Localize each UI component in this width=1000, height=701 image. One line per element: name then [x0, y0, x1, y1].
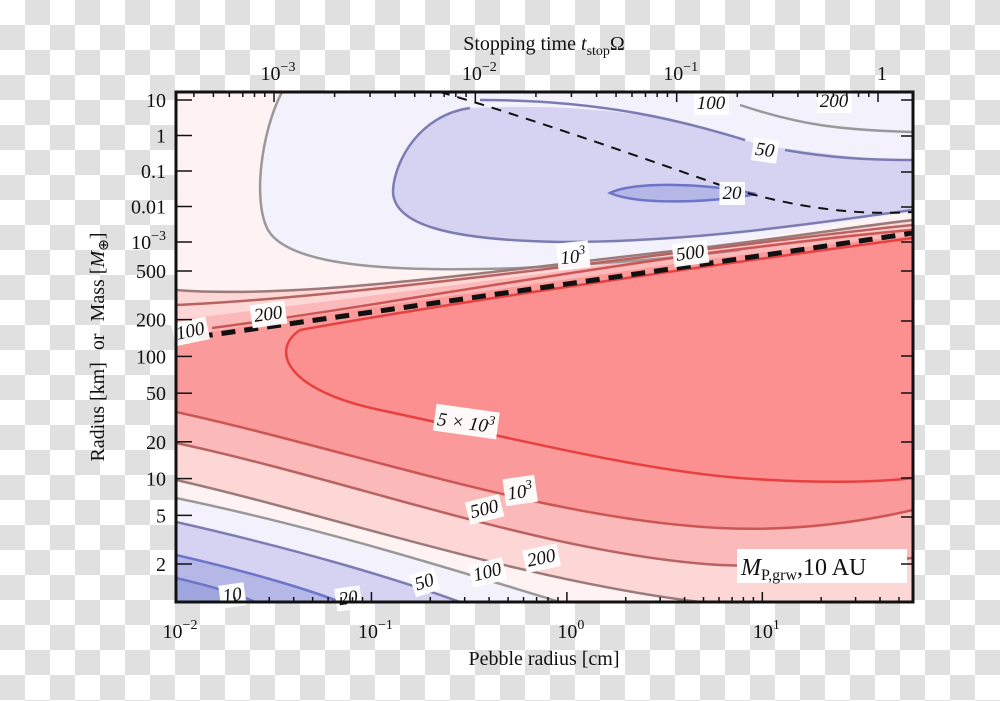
contour-label-text: 20	[723, 183, 743, 204]
contour-label-10: 10	[218, 582, 247, 609]
top-tick-label: 10−3	[261, 60, 296, 85]
contour-line-1000-upper	[211, 228, 913, 330]
radius-tick-label: 20	[146, 432, 166, 454]
contour-label-500: 500	[671, 239, 710, 268]
radius-tick-label: 500	[136, 261, 166, 283]
contour-line-50-lower	[176, 520, 461, 602]
top-tick-label: 10−1	[663, 60, 698, 85]
top-tick-label: 1	[877, 63, 887, 85]
x-tick-label: 10−1	[358, 618, 393, 643]
contour-line-5000-top	[299, 236, 913, 332]
contour-label-200: 200	[522, 543, 562, 574]
contour-fills	[176, 92, 913, 602]
dashed-line-thick	[176, 230, 913, 343]
mass-tick-label: 1	[156, 126, 166, 148]
contour-label-50: 50	[409, 567, 441, 598]
contour-label-text: 50	[754, 139, 776, 163]
contour-label-text: 103	[559, 242, 587, 270]
contour-label-text: 100	[697, 93, 726, 114]
x-tick-label: 100	[557, 618, 584, 643]
contour-label-text: 103	[506, 476, 535, 504]
radius-tick-label: 50	[146, 383, 166, 405]
radius-tick-label: 5	[156, 505, 166, 527]
x-tick-label: 101	[753, 618, 780, 643]
radius-tick-label: 2	[156, 554, 166, 576]
contour-label-text: 500	[675, 241, 707, 266]
contour-label-text: 200	[820, 91, 849, 112]
contour-label-1000: 103	[502, 474, 538, 507]
contour-line-200-upper	[176, 218, 913, 294]
contour-line-20-upper	[607, 183, 757, 203]
axis-ticks	[175, 92, 913, 602]
contour-label-20: 20	[719, 182, 745, 205]
mass-tick-label: 10−3	[131, 229, 166, 254]
mass-tick-label: 0.1	[141, 161, 166, 183]
top-tick-label: 10−2	[462, 60, 497, 85]
fill-region-50-upper	[392, 106, 913, 242]
mass-tick-label: 10	[146, 90, 166, 112]
annotation: MP,grw,10 AU	[737, 549, 907, 584]
x-axis-label: Pebble radius [cm]	[468, 648, 619, 670]
radius-tick-label: 10	[146, 469, 166, 491]
contour-label-20: 20	[334, 585, 363, 612]
contour-label-100: 100	[171, 316, 211, 347]
y-axis-label: Radius [km]orMass [M⊕]	[87, 232, 112, 461]
mass-tick-label: 0.01	[131, 197, 166, 219]
contour-label-1000: 103	[555, 240, 591, 271]
top-x-axis-label: Stopping time tstopΩ	[463, 33, 625, 59]
contour-line-50-upper-b	[479, 98, 913, 162]
contour-label-5000: 5 × 103	[432, 403, 500, 440]
contour-line-1000-lower	[176, 410, 913, 531]
contour-line-100-lower	[176, 496, 561, 602]
contour-line-200-lower	[176, 478, 701, 602]
contour-label-100: 100	[693, 92, 729, 115]
contour-line-100-upper-b	[739, 103, 913, 134]
contour-label-text: 200	[253, 302, 285, 327]
annotation-text: MP,grw,10 AU	[740, 555, 866, 584]
contour-line-5000	[284, 328, 913, 484]
dashed-line-thin	[439, 92, 913, 214]
contour-label-text: 10	[221, 584, 243, 608]
radius-tick-label: 200	[136, 310, 166, 332]
plot-frame	[174, 90, 915, 604]
contour-label-200: 200	[249, 300, 288, 329]
contour-line-50-upper	[391, 106, 913, 244]
radius-tick-label: 100	[136, 346, 166, 368]
contour-line-500-upper	[176, 223, 913, 307]
x-tick-label: 10−2	[163, 618, 198, 643]
contour-label-text: 20	[337, 587, 359, 611]
contour-label-200: 200	[816, 90, 852, 113]
contour-label-50: 50	[750, 137, 780, 164]
